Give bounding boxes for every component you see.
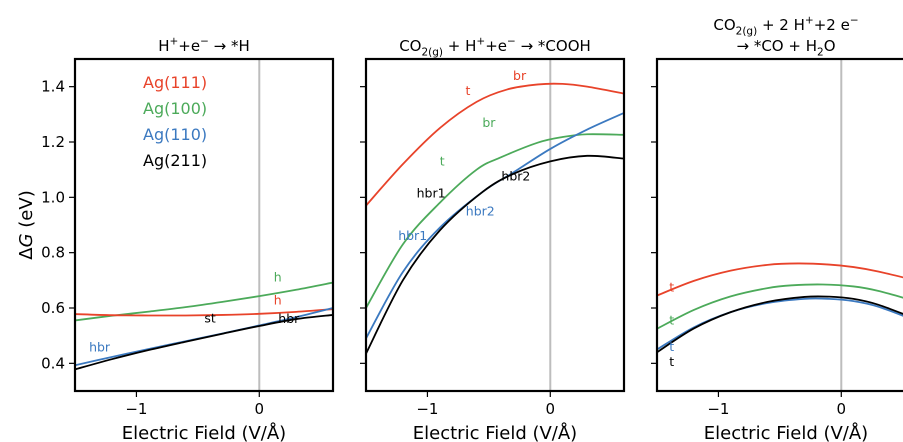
series-group	[75, 281, 333, 371]
panel-2: br t br t hbr1 hbr2 hbr2 hbr1 −1 0 Electric Field …	[360, 36, 626, 442]
legend-entry: Ag(110)	[143, 125, 207, 144]
panel-title-line1-part: 2(g)	[736, 26, 758, 38]
y-tick-label: 0.6	[41, 299, 65, 317]
curve-annotation: t	[466, 83, 471, 98]
series-line-4	[657, 295, 903, 354]
panel-title-part: 2(g)	[421, 47, 443, 59]
curve-annotation: hbr2	[466, 203, 495, 218]
y-axis-label-part: Δ	[16, 247, 37, 260]
panel-title: H++e− → *H	[158, 36, 250, 55]
panel-title-line2-part: 2	[817, 47, 824, 59]
series-line-3	[657, 297, 903, 351]
y-axis-label: ΔG (eV)	[16, 190, 37, 259]
panel-title-line2-part: → *CO + H	[736, 37, 817, 55]
curve-annotation: hbr	[89, 340, 111, 355]
panel-title-part: + H	[443, 37, 476, 55]
y-tick-label: 0.8	[41, 244, 65, 262]
panel-title-part: → *COOH	[516, 37, 591, 55]
x-axis-label: Electric Field (V/Å)	[413, 422, 577, 442]
curve-annotation: st	[204, 310, 216, 325]
x-tick-label: −1	[707, 400, 729, 418]
curve-annotation: t	[440, 154, 445, 169]
y-axis-label-part: (eV)	[16, 190, 37, 233]
panel-title-line1: CO2(g) + 2 H++2 e−	[713, 15, 858, 38]
panel-title-part: +e	[178, 37, 200, 55]
series-group	[366, 82, 624, 355]
x-tick-label: 0	[255, 400, 265, 418]
x-tick-label: 0	[837, 400, 847, 418]
curve-annotation: t	[669, 354, 674, 369]
series-line-3	[366, 112, 624, 339]
legend-entry: Ag(111)	[143, 73, 207, 92]
panel-title-line1-part: CO	[713, 16, 735, 34]
panel-1: hh st hbr hbr −1 0 0.4 0.6 0.8 1.0 1.2 1.4 Electric …	[41, 36, 335, 442]
y-tick-label: 0.4	[41, 354, 65, 372]
panel-title-part: → *H	[209, 37, 250, 55]
curve-annotation: hbr	[278, 311, 300, 326]
x-axis-label: Electric Field (V/Å)	[704, 422, 868, 442]
panel-title-part: +	[169, 36, 178, 48]
x-tick-label: 0	[546, 400, 556, 418]
panel-title: CO2(g) + H++e− → *COOH	[399, 36, 591, 59]
series-line-2	[75, 308, 333, 317]
panel-title-part: −	[200, 36, 209, 48]
axes-frame	[73, 57, 335, 393]
y-tick-label: 1.0	[41, 188, 65, 206]
curve-annotation: t	[669, 279, 674, 294]
y-axis-label-part: G	[16, 233, 37, 247]
curve-annotation: br	[513, 68, 527, 83]
panel-title-part: −	[507, 36, 516, 48]
curve-annotation: t	[669, 313, 674, 328]
panel-title-line1-part: + 2 H	[757, 16, 805, 34]
axes-frame	[364, 57, 626, 393]
series-line-1	[366, 82, 624, 207]
series-group	[657, 262, 903, 354]
panel-title-part: CO	[399, 37, 421, 55]
curve-annotation: hbr1	[417, 185, 446, 200]
panel-title-line1-part: +	[805, 15, 814, 27]
y-tick-label: 1.4	[41, 78, 65, 96]
x-tick-label: −1	[416, 400, 438, 418]
panel-title-line2: → *CO + H2O	[736, 37, 835, 59]
curve-annotation: h	[274, 293, 282, 308]
series-line-2	[657, 283, 903, 330]
panel-title-part: H	[158, 37, 169, 55]
legend-entry: Ag(211)	[143, 151, 207, 170]
curve-annotation: h	[274, 270, 282, 285]
series-line-1	[657, 262, 903, 297]
panel-title-line1-part: +2 e	[814, 16, 850, 34]
x-tick-label: −1	[125, 400, 147, 418]
curve-annotation: br	[482, 115, 496, 130]
panel-title-line2-part: O	[824, 37, 836, 55]
curve-annotation: hbr2	[501, 169, 530, 184]
axes-frame	[655, 57, 903, 393]
curve-annotation: t	[669, 339, 674, 354]
curve-annotation: hbr1	[398, 228, 427, 243]
series-line-2	[366, 133, 624, 309]
panel-title-part: +e	[485, 37, 507, 55]
panel-title-part: +	[476, 36, 485, 48]
y-tick-label: 1.2	[41, 133, 65, 151]
series-line-4	[75, 314, 333, 371]
x-axis-label: Electric Field (V/Å)	[122, 422, 286, 442]
series-line-4	[366, 154, 624, 355]
legend-entry: Ag(100)	[143, 99, 207, 118]
panel-title-line1-part: −	[850, 15, 859, 27]
